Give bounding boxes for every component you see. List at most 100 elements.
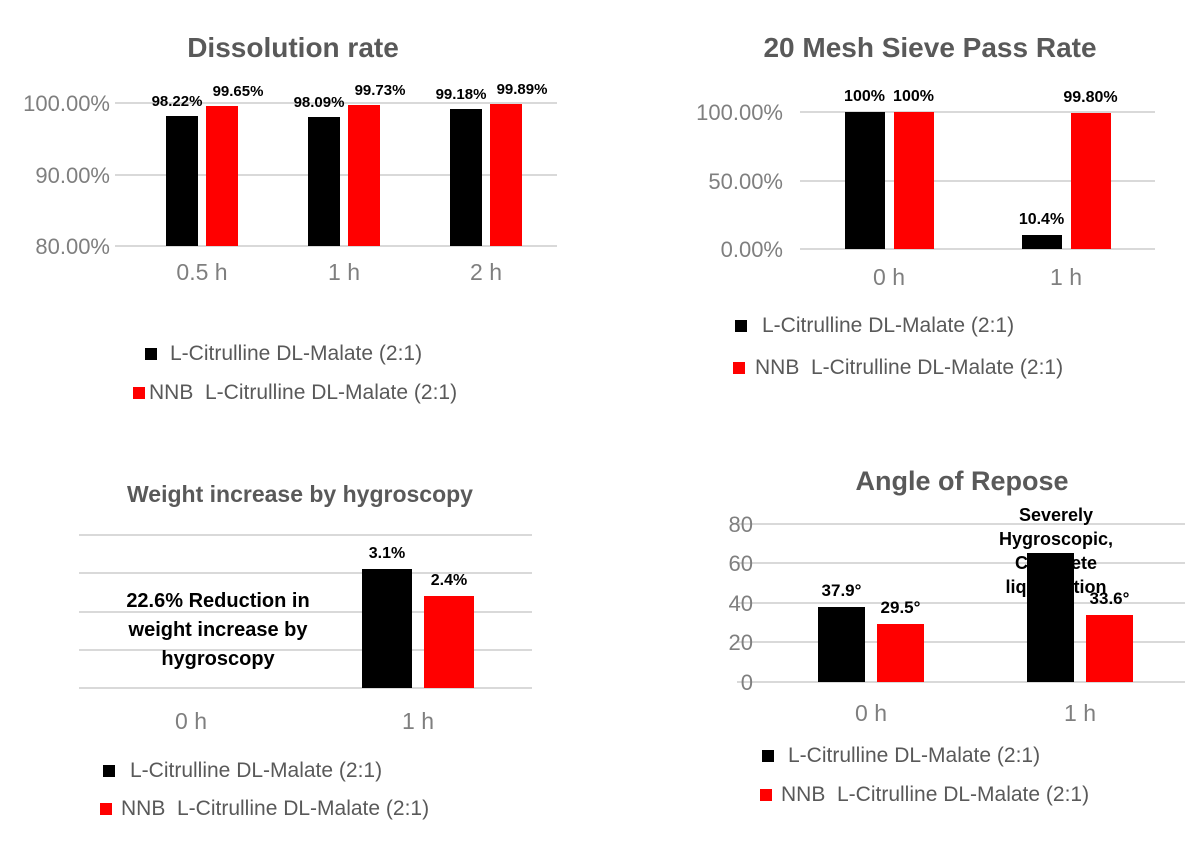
y-axis-tick-label: 80 <box>728 511 753 537</box>
x-category-label: 0 h <box>175 708 207 734</box>
bar-value-label: 2.4% <box>430 572 468 590</box>
chart-mesh-sieve-pass-rate: 20 Mesh Sieve Pass Rate 0.00% 50.00% 100.0… <box>600 0 1200 430</box>
y-axis-tick-label: 90.00% <box>35 162 110 188</box>
bar-dissolution-rate-2h-s1 <box>450 108 482 246</box>
gridline <box>737 522 1185 525</box>
bar-value-label: 99.65% <box>212 82 264 100</box>
bar-mesh-sieve-pass-rate-0h-s1 <box>844 112 885 249</box>
gridline <box>115 245 557 247</box>
bar-value-label: 99.89% <box>496 80 548 98</box>
y-axis-tick-label: 50.00% <box>708 168 783 194</box>
gridline <box>79 534 532 536</box>
chart-dissolution-rate: Dissolution rate 80.00% 90.00% 100.00% 98.2… <box>0 0 600 430</box>
bar-value-label: 98.09% <box>293 93 345 111</box>
legend-label: L-Citrulline DL-Malate (2:1) <box>170 342 423 365</box>
legend-item: L-Citrulline DL-Malate (2:1) <box>103 758 382 784</box>
hygroscopic-annotation: Severely Hygroscopic, Complete liquefact… <box>998 505 1114 597</box>
chart-title: Dissolution rate <box>187 32 399 63</box>
legend-swatch-series1 <box>735 320 747 332</box>
bar-angle-of-repose-1h-s1 <box>1027 553 1074 682</box>
gridline <box>737 601 1185 604</box>
y-axis-tick-label: 40 <box>728 590 753 616</box>
bar-angle-of-repose-1h-s2 <box>1086 615 1133 682</box>
y-axis-tick-label: 60 <box>728 551 753 577</box>
plot-area: 0 20 40 60 80 37.9° 29.5° 33.6° 0 h 1 h <box>600 430 1200 845</box>
legend-item: NNB L-Citrulline DL-Malate (2:1) <box>733 355 1063 381</box>
bar-dissolution-rate-0.5h-s2 <box>206 105 238 246</box>
bar-weight-increase-by-hygroscopy-1h-s2 <box>424 596 474 688</box>
legend-label: NNB L-Citrulline DL-Malate (2:1) <box>149 381 458 404</box>
gridline <box>79 572 532 575</box>
legend-swatch-series2 <box>733 362 745 374</box>
gridline <box>800 248 1155 250</box>
legend-label: NNB L-Citrulline DL-Malate (2:1) <box>755 356 1064 379</box>
bar-mesh-sieve-pass-rate-1h-s2 <box>1070 112 1111 249</box>
gridline <box>737 562 1185 565</box>
plot-area: 3.1% 2.4% 0 h 1 h <box>0 430 600 845</box>
bar-value-label: 100% <box>893 88 934 106</box>
y-axis-tick-label: 0 <box>740 670 753 695</box>
y-axis-tick-label: 100.00% <box>23 91 110 116</box>
bar-value-label: 98.22% <box>151 92 203 110</box>
x-category-label: 1 h <box>402 708 434 734</box>
x-category-label: 1 h <box>1050 264 1082 290</box>
x-category-label: 0 h <box>855 700 887 726</box>
legend-item: NNB L-Citrulline DL-Malate (2:1) <box>133 380 457 406</box>
bar-value-label: 33.6° <box>1089 589 1130 609</box>
chart-angle-of-repose: Angle of Repose 0 20 40 60 80 37.9° 29.5° 33.6°… <box>600 430 1200 845</box>
gridline <box>737 641 1185 644</box>
y-axis-tick-label: 80.00% <box>35 234 110 259</box>
bar-value-label: 99.73% <box>354 81 406 99</box>
plot-area: 0.00% 50.00% 100.00% 100% 10.4% 100% 99.80% 0 h… <box>600 0 1200 430</box>
bar-dissolution-rate-1h-s1 <box>308 116 340 246</box>
legend-label: NNB L-Citrulline DL-Malate (2:1) <box>121 797 430 820</box>
x-category-label: 1 h <box>328 259 360 285</box>
y-axis-tick-label: 100.00% <box>696 100 783 126</box>
gridline <box>79 610 532 613</box>
gridline <box>800 111 1155 114</box>
legend-label: NNB L-Citrulline DL-Malate (2:1) <box>781 783 1090 806</box>
x-category-label: 2 h <box>470 259 502 285</box>
chart-title: Weight increase by hygroscopy <box>127 481 473 507</box>
bar-dissolution-rate-1h-s2 <box>348 104 380 246</box>
bar-dissolution-rate-0.5h-s1 <box>166 115 198 246</box>
gridline <box>737 681 1185 683</box>
y-axis-tick-label: 0.00% <box>720 237 783 262</box>
bar-value-label: 3.1% <box>368 545 406 563</box>
x-category-label: 1 h <box>1064 700 1096 726</box>
legend-item: L-Citrulline DL-Malate (2:1) <box>735 313 1014 339</box>
bar-dissolution-rate-2h-s2 <box>490 103 522 246</box>
bar-value-label: 10.4% <box>1018 210 1065 228</box>
x-category-label: 0 h <box>873 264 905 290</box>
gridline <box>800 179 1155 182</box>
reduction-annotation: 22.6% Reduction in weight increase by hy… <box>126 590 310 670</box>
legend-swatch-series2 <box>100 803 112 815</box>
legend-item: L-Citrulline DL-Malate (2:1) <box>145 341 422 367</box>
bar-value-label: 37.9° <box>821 580 862 600</box>
legend-swatch-series1 <box>103 765 115 777</box>
legend-swatch-series2 <box>760 789 772 801</box>
legend-swatch-series1 <box>762 750 774 762</box>
legend-item: NNB L-Citrulline DL-Malate (2:1) <box>100 796 429 822</box>
legend-label: L-Citrulline DL-Malate (2:1) <box>788 744 1041 767</box>
legend-label: L-Citrulline DL-Malate (2:1) <box>130 759 383 782</box>
bar-mesh-sieve-pass-rate-0h-s2 <box>893 112 934 249</box>
gridline <box>79 687 532 689</box>
x-category-label: 0.5 h <box>176 259 228 285</box>
plot-area: 80.00% 90.00% 100.00% 98.22% 98.09% 99.18% 99.… <box>0 0 600 430</box>
bar-angle-of-repose-0h-s2 <box>877 623 924 682</box>
bar-angle-of-repose-0h-s1 <box>818 606 865 682</box>
legend-label: L-Citrulline DL-Malate (2:1) <box>762 314 1015 337</box>
bar-value-label: 99.80% <box>1063 88 1118 106</box>
legend-item: L-Citrulline DL-Malate (2:1) <box>762 743 1040 769</box>
legend-swatch-series2 <box>133 387 145 399</box>
bar-weight-increase-by-hygroscopy-1h-s1 <box>362 569 412 688</box>
gridline <box>79 648 532 651</box>
bar-value-label: 100% <box>844 88 885 106</box>
chart-title: 20 Mesh Sieve Pass Rate <box>763 32 1097 63</box>
chart-weight-increase-hygroscopy: Weight increase by hygroscopy 3.1% 2.4% 0 … <box>0 430 600 845</box>
y-axis-tick-label: 20 <box>728 630 753 656</box>
chart-title: Angle of Repose <box>855 466 1069 496</box>
bar-mesh-sieve-pass-rate-1h-s1 <box>1021 234 1062 249</box>
